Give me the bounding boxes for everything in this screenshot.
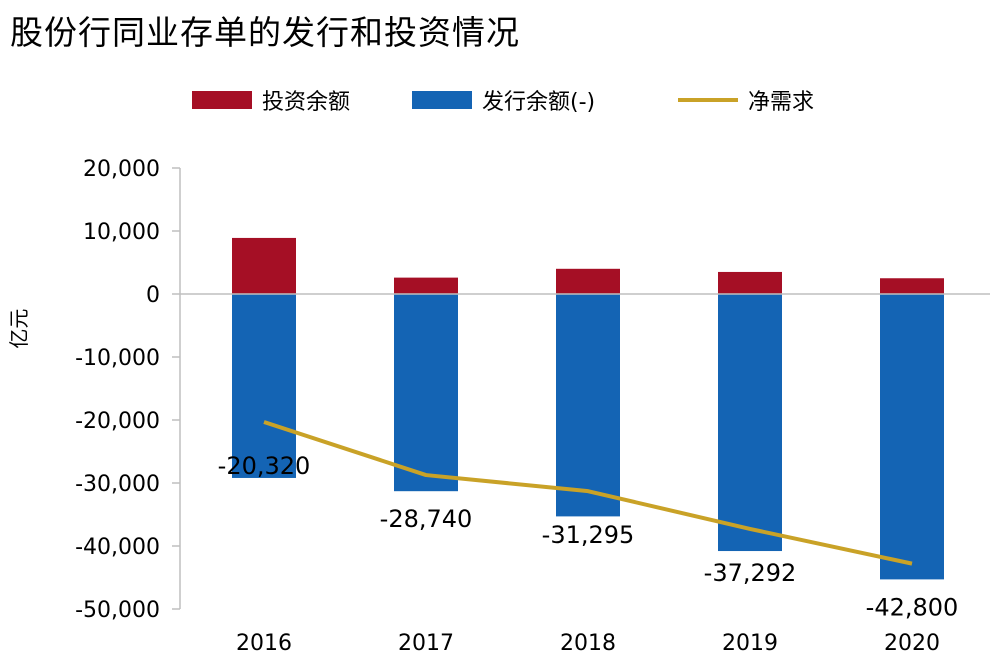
x-tick-label: 2018 [560, 631, 616, 656]
bar-invest [718, 271, 782, 294]
legend-label-net: 净需求 [748, 90, 815, 115]
y-tick-label: 10,000 [83, 220, 160, 245]
chart-legend: 投资余额 发行余额(-) 净需求 [0, 80, 1000, 120]
y-tick-label: 0 [146, 283, 160, 308]
net-demand-data-label: -42,800 [866, 594, 959, 622]
y-axis-title: 亿元 [7, 309, 31, 349]
bar-invest [556, 268, 620, 294]
bar-issue [880, 294, 944, 580]
legend-swatch-net [678, 98, 738, 102]
x-tick-label: 2019 [722, 631, 778, 656]
net-demand-data-label: -37,292 [704, 559, 797, 587]
bar-issue [232, 294, 296, 478]
legend-item-net: 净需求 [678, 80, 814, 120]
legend-item-invest: 投资余额 [192, 80, 350, 120]
bar-invest [394, 277, 458, 294]
legend-label-invest: 投资余额 [262, 90, 351, 115]
y-tick-label: -20,000 [75, 409, 160, 434]
chart-title: 股份行同业存单的发行和投资情况 [10, 13, 520, 52]
legend-swatch-issue [412, 91, 472, 109]
y-tick-label: -10,000 [75, 346, 160, 371]
y-tick-label: 20,000 [83, 157, 160, 182]
legend-swatch-invest [192, 91, 252, 109]
net-demand-data-label: -31,295 [542, 521, 635, 549]
legend-item-issue: 发行余额(-) [412, 80, 595, 120]
bar-issue [718, 294, 782, 552]
bar-invest [880, 278, 944, 294]
net-demand-data-label: -20,320 [218, 452, 311, 480]
x-tick-label: 2016 [236, 631, 292, 656]
y-tick-label: -50,000 [75, 598, 160, 623]
legend-label-issue: 发行余额(-) [482, 90, 596, 115]
x-tick-label: 2020 [884, 631, 940, 656]
bar-issue [556, 294, 620, 517]
bar-invest [232, 237, 296, 294]
y-tick-label: -30,000 [75, 472, 160, 497]
net-demand-data-label: -28,740 [380, 505, 473, 533]
net-demand-line [263, 420, 913, 566]
bar-issue [394, 294, 458, 492]
x-tick-label: 2017 [398, 631, 454, 656]
y-tick-label: -40,000 [75, 535, 160, 560]
